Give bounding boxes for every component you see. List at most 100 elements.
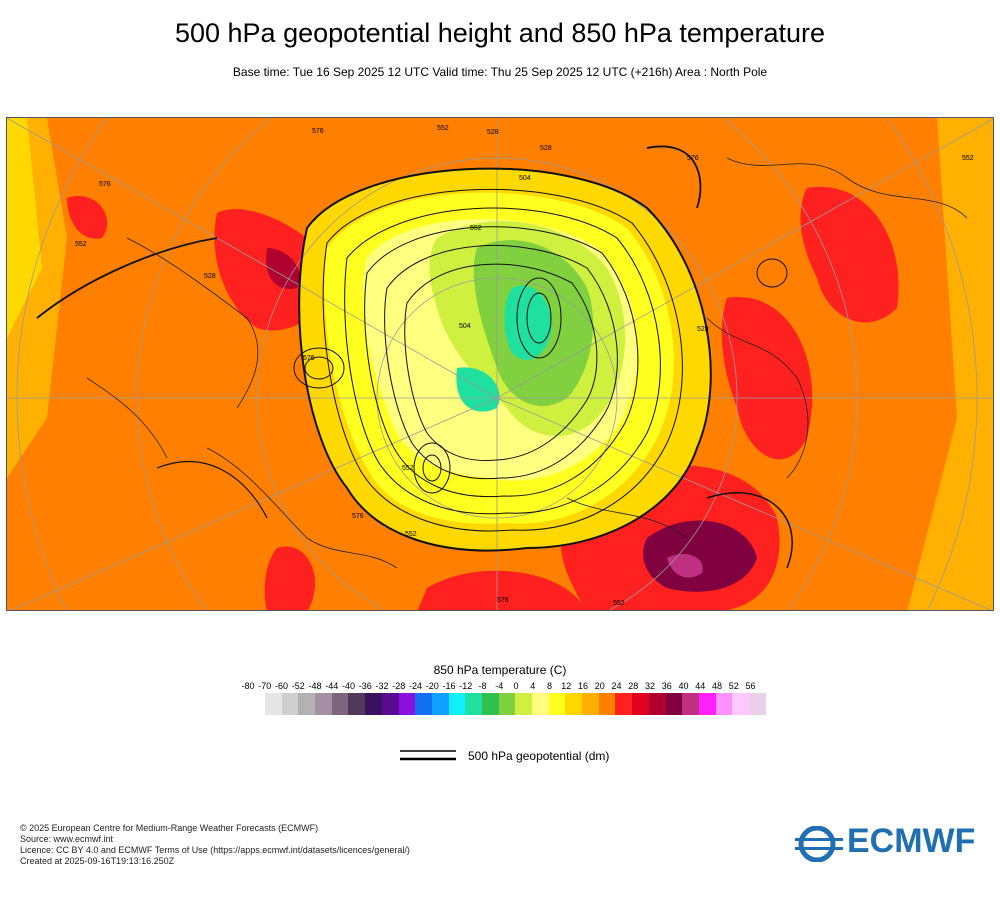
legend-tick-label: -12 [459,681,473,691]
purple-patch-se [667,553,703,578]
legend-tick-label: 44 [695,681,706,691]
red-patch-ne [800,186,899,323]
chart-title: 500 hPa geopotential height and 850 hPa … [174,18,825,48]
legend-swatch [682,693,699,715]
legend-ticks: -80 -70 -60 -52 -48 -44 -40 -36 -32 -28 -24 -20 -16-… [0,681,1000,693]
legend-swatch [565,693,583,715]
legend-swatch [515,693,532,715]
legend-tick-label: -4 [495,681,504,691]
legend-swatch [331,693,349,715]
contour-label: 576 [352,513,364,520]
created-line: Created at 2025-09-16T19:13:16.250Z [20,856,175,866]
legend-swatch [698,693,716,715]
legend-swatch [315,693,332,715]
darkred-patch-se [643,520,757,592]
coastlines [86,157,968,569]
legend-swatches [265,693,766,715]
west-yellow-region [7,118,42,338]
legend-swatch [648,693,666,715]
legend-tick-label: 52 [728,681,739,691]
contour-label: 576 [687,155,699,162]
east-warm-region [907,118,993,610]
legend-tick-label: 12 [561,681,572,691]
legend-tick-label: 40 [678,681,689,691]
legend-swatch [748,693,766,715]
legend-swatch [415,693,432,715]
legend-tick-label: 36 [661,681,672,691]
legend-swatch [598,693,616,715]
legend-tick-label: -32 [375,681,389,691]
graticule [7,118,993,610]
legend-tick-label: -60 [274,681,289,691]
legend-swatch [665,693,683,715]
central-cyan-2 [456,367,500,412]
legend-tick-label: 32 [644,681,656,691]
legend-tick-label: -40 [341,681,356,691]
legend-tick-label: -48 [308,681,322,691]
contour-label: 552 [437,125,449,132]
legend-swatch [465,693,482,715]
legend-tick-label: -28 [392,681,406,691]
geopotential-contours [36,145,793,569]
legend-tick-label: -16 [442,681,456,691]
legend-swatch [498,693,516,715]
legend-tick-label: -20 [425,681,439,691]
legend-swatch [281,693,299,715]
legend-tick-label: -70 [258,681,272,691]
red-patch-s [417,570,586,610]
contour-legend-label: 500 hPa geopotential (dm) [468,749,610,763]
contour-label: 552 [470,225,482,232]
source-line: Source: www.ecmwf.int [20,834,114,844]
legend-swatch [632,693,649,715]
contour-label: 504 [459,323,471,330]
contour-label: 504 [519,175,531,182]
legend-tick-label: 56 [745,681,756,691]
legend-tick-label: 48 [711,681,723,691]
legend-swatch [348,693,366,715]
darkred-patch-nw [266,248,300,289]
legend-tick-label: 4 [530,681,536,691]
legend-swatch [481,693,499,715]
legend-swatch [365,693,382,715]
contour-label: 552 [405,531,417,538]
legend-swatch [532,693,549,715]
contour-label: 552 [402,465,414,472]
legend-swatch [448,693,466,715]
contour-label: 528 [697,326,709,333]
ecmwf-logo-icon [795,826,843,862]
red-patch-sw [264,546,316,610]
licence-line: Licence: CC BY 4.0 and ECMWF Terms of Us… [20,845,410,855]
contour-label: 576 [312,128,324,135]
legend-swatch [715,693,733,715]
map-svg: 576 552 528 576 552 528 504 552 576 528 … [7,118,993,610]
contour-label: 528 [487,129,499,136]
copyright-line: © 2025 European Centre for Medium-Range … [20,823,319,833]
contour-label: 576 [99,181,111,188]
legend-swatch [431,693,449,715]
chart-subtitle: Base time: Tue 16 Sep 2025 12 UTC Valid … [232,65,768,79]
contour-label: 528 [540,145,552,152]
legend-tick-label: -80 [241,681,255,691]
legend-swatch [615,693,633,715]
legend-tick-label: 28 [628,681,639,691]
legend-title: 850 hPa temperature (C) [433,663,567,677]
contour-label: 576 [497,597,509,604]
legend-tick-label: -8 [478,681,487,691]
legend-swatch [548,693,566,715]
contour-label: 552 [75,241,87,248]
map-panel: 576 552 528 576 552 528 504 552 576 528 … [6,117,994,611]
legend-swatch [381,693,399,715]
legend-swatch [298,693,316,715]
footer: © 2025 European Centre for Medium-Range … [20,823,410,867]
contour-label: 552 [613,600,625,607]
legend-swatch [732,693,749,715]
legend-swatch [265,693,282,715]
legend-swatch [582,693,599,715]
legend-swatch [398,693,416,715]
ecmwf-logo-text: ECMWF [847,822,976,860]
legend-tick-label: 16 [577,681,589,691]
contour-label-group: 576 552 528 576 552 528 504 552 576 528 … [75,125,974,607]
legend-tick-label: 8 [546,681,553,691]
contour-label: 528 [204,273,216,280]
legend-tick-label: 20 [594,681,605,691]
